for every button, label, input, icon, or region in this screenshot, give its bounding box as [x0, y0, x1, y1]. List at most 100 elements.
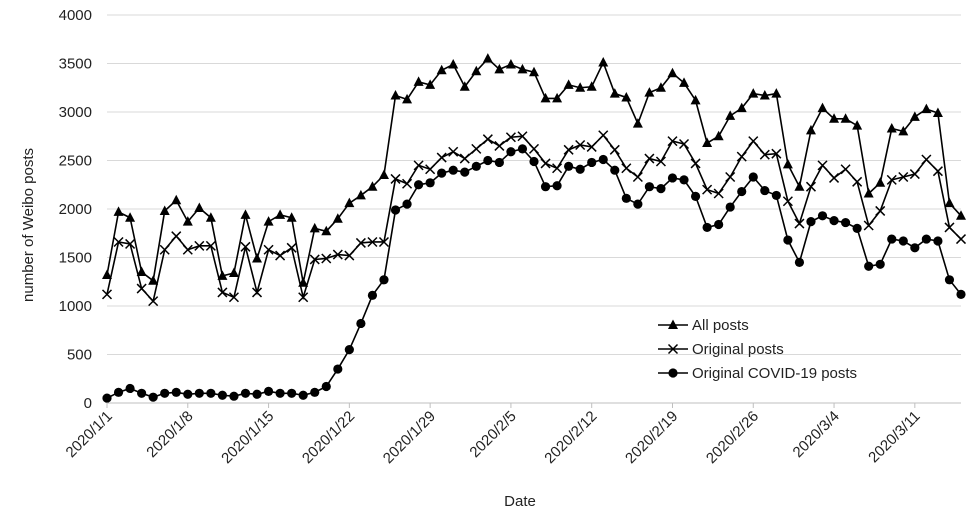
data-point	[737, 186, 747, 197]
data-point	[932, 107, 943, 117]
data-point	[794, 218, 805, 229]
data-point	[483, 155, 493, 166]
data-point	[852, 223, 862, 233]
data-point	[921, 234, 931, 244]
legend: All posts Original posts Original COVID-19…	[658, 317, 857, 382]
data-point	[460, 167, 470, 177]
data-point	[886, 174, 897, 185]
data-point	[875, 205, 886, 216]
y-tick-label: 3000	[59, 104, 92, 121]
data-point	[598, 154, 608, 165]
data-point	[598, 130, 609, 141]
data-point	[540, 158, 551, 169]
data-point	[759, 149, 770, 160]
data-point	[205, 240, 216, 251]
legend-marker	[667, 343, 679, 355]
data-point	[817, 102, 828, 113]
data-point	[494, 63, 505, 74]
data-point	[667, 67, 678, 78]
data-point	[609, 88, 620, 98]
data-point	[113, 236, 124, 248]
data-point	[771, 190, 781, 201]
data-point	[378, 236, 390, 248]
data-point	[529, 156, 539, 167]
data-point	[275, 388, 285, 398]
data-point	[540, 182, 551, 192]
data-point	[909, 169, 920, 180]
data-point	[644, 182, 655, 192]
data-point	[378, 169, 389, 180]
y-tick-label: 3500	[59, 56, 92, 73]
gridlines	[107, 14, 961, 355]
data-point	[390, 90, 401, 100]
data-point	[898, 236, 908, 246]
data-point	[829, 113, 840, 123]
data-point	[748, 88, 759, 98]
data-point	[448, 165, 458, 175]
data-point	[333, 364, 343, 374]
data-point	[228, 292, 239, 303]
data-point	[575, 164, 585, 174]
data-point	[702, 222, 712, 233]
data-point	[217, 270, 228, 280]
data-point	[586, 141, 597, 152]
data-point	[563, 144, 574, 155]
data-point	[287, 388, 297, 398]
data-point	[309, 254, 320, 265]
data-point	[206, 388, 216, 398]
data-point	[183, 389, 193, 399]
series-triangle	[102, 53, 966, 287]
data-point	[471, 65, 482, 76]
legend-item: All posts	[658, 317, 749, 334]
data-point	[829, 216, 839, 226]
data-point	[159, 205, 170, 215]
data-point	[956, 289, 966, 299]
data-point	[263, 386, 274, 396]
data-point	[875, 177, 886, 187]
data-point	[621, 91, 632, 102]
data-point	[679, 77, 690, 87]
data-point	[667, 136, 678, 147]
data-point	[910, 243, 920, 253]
data-point	[759, 90, 770, 100]
data-point	[171, 194, 182, 205]
data-point	[332, 249, 343, 260]
data-point	[240, 209, 251, 219]
data-point	[587, 157, 597, 168]
y-tick-labels: 0 500 1000 1500 2000 2500 3000 3500 4000	[59, 7, 92, 412]
data-point	[332, 213, 343, 223]
legend-marker	[668, 368, 678, 378]
data-point	[783, 235, 793, 245]
series-layer	[101, 53, 967, 403]
data-point	[575, 82, 586, 92]
data-point	[355, 237, 366, 248]
data-point	[644, 153, 655, 164]
data-point	[194, 202, 205, 213]
legend-item: Original posts	[658, 341, 784, 358]
data-point	[459, 81, 470, 91]
data-point	[252, 389, 262, 399]
data-point	[713, 188, 724, 199]
data-point	[794, 257, 805, 267]
data-point	[806, 217, 816, 227]
data-point	[471, 143, 482, 154]
data-point	[413, 180, 424, 190]
series-x	[101, 130, 967, 307]
data-point	[321, 225, 332, 236]
data-point	[379, 275, 389, 285]
data-point	[286, 212, 297, 222]
data-point	[171, 231, 182, 242]
data-point	[298, 390, 308, 400]
data-point	[437, 168, 447, 178]
data-point	[436, 152, 447, 163]
data-point	[840, 113, 851, 123]
data-point	[713, 130, 724, 141]
data-point	[471, 161, 481, 171]
data-point	[402, 93, 413, 104]
data-point	[956, 210, 966, 220]
data-point	[863, 220, 874, 231]
data-point	[448, 58, 459, 69]
data-point	[864, 261, 874, 271]
x-tick-label: 2020/3/4	[790, 408, 843, 461]
